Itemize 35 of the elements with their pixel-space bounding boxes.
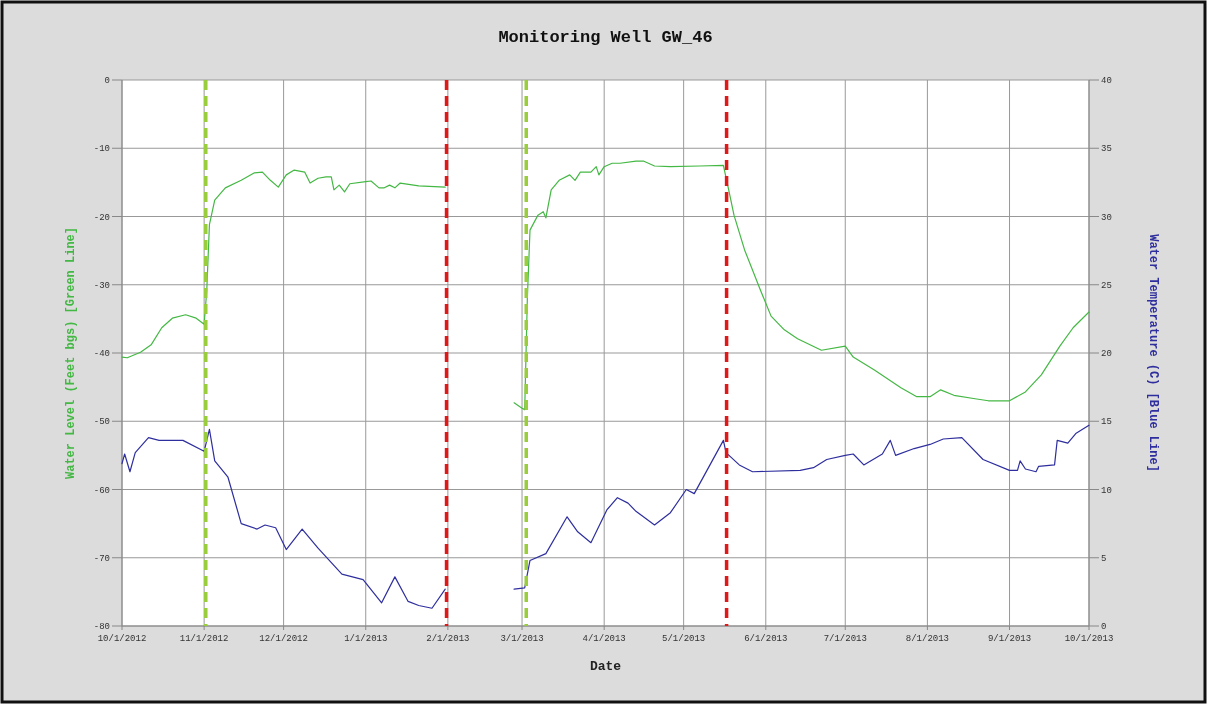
x-tick-label: 9/1/2013 [987, 634, 1032, 644]
x-tick-label: 7/1/2013 [823, 634, 867, 644]
y-tick-label: -60 [93, 485, 110, 496]
y2-tick-label: 40 [1101, 76, 1112, 86]
y-tick-label: -80 [93, 622, 110, 632]
y2-tick-label: 25 [1101, 280, 1112, 291]
y2-tick-label: 0 [1101, 622, 1107, 632]
y-tick-label: -40 [93, 349, 110, 359]
y-axis-title: Water Level (Feet bgs) [Green Line] [64, 226, 78, 480]
x-tick-label: 5/1/2013 [662, 634, 706, 644]
y-tick-label: -20 [93, 212, 110, 223]
x-tick-label: 10/1/2012 [97, 634, 147, 644]
y2-tick-label: 20 [1101, 349, 1112, 359]
y2-axis-title: Water Temperature (C) [Blue Line] [1146, 234, 1160, 472]
x-tick-label: 4/1/2013 [582, 634, 626, 644]
x-tick-label: 2/1/2013 [426, 634, 470, 644]
y2-tick-label: 15 [1101, 417, 1112, 428]
y-tick-label: -10 [93, 144, 110, 155]
x-tick-label: 12/1/2012 [259, 634, 308, 644]
chart-title: Monitoring Well GW_46 [498, 28, 713, 47]
x-tick-label: 8/1/2013 [905, 634, 949, 644]
x-tick-label: 10/1/2013 [1064, 634, 1114, 644]
x-tick-label: 3/1/2013 [500, 634, 544, 644]
y-tick-label: -30 [93, 280, 110, 291]
y2-tick-label: 5 [1101, 553, 1107, 564]
y2-tick-label: 10 [1101, 485, 1112, 496]
x-tick-label: 11/1/2012 [179, 634, 229, 644]
y-tick-label: -50 [93, 417, 110, 428]
x-tick-label: 1/1/2013 [344, 634, 388, 644]
x-axis-title: Date [589, 659, 622, 674]
y2-tick-label: 35 [1101, 144, 1112, 155]
y-tick-label: 0 [104, 76, 110, 86]
y2-tick-label: 30 [1101, 212, 1112, 223]
y-tick-label: -70 [93, 553, 110, 564]
x-tick-label: 6/1/2013 [744, 634, 788, 644]
